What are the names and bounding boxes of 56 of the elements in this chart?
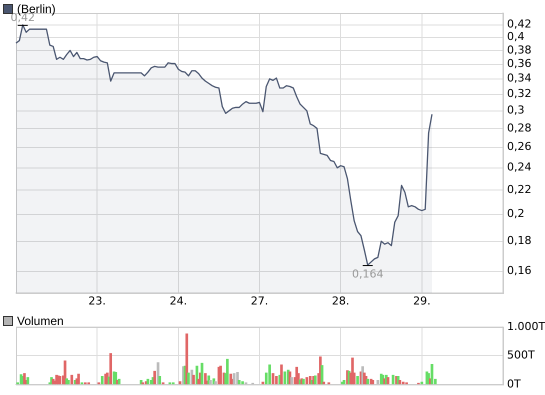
x-tick-label: 28. bbox=[332, 294, 350, 308]
bar bbox=[178, 381, 182, 384]
y-tick-label: 0,38 bbox=[507, 43, 532, 56]
bar bbox=[153, 370, 156, 384]
bar bbox=[109, 353, 112, 384]
bar bbox=[306, 377, 308, 384]
y-tick-label: 0,36 bbox=[507, 57, 532, 70]
y-tick-label: 0,28 bbox=[507, 121, 532, 134]
x-tick-label: 23. bbox=[88, 294, 106, 308]
bar bbox=[272, 373, 274, 384]
y-tick-label: 0,42 bbox=[507, 18, 532, 31]
bar bbox=[320, 365, 324, 384]
x-tick-label: 24. bbox=[170, 294, 188, 308]
text: Volumen bbox=[17, 314, 64, 328]
y-tick-label: 0,26 bbox=[507, 140, 532, 154]
bar bbox=[238, 380, 241, 384]
bar bbox=[241, 381, 244, 384]
y-tick-label: 500T bbox=[507, 348, 535, 362]
y-tick-label: 0,16 bbox=[507, 264, 532, 278]
bar bbox=[280, 364, 283, 384]
bar bbox=[200, 362, 204, 384]
y-tick-label: 1.000T bbox=[507, 320, 545, 333]
bar bbox=[64, 360, 66, 384]
x-tick-label: 27. bbox=[250, 294, 268, 308]
y-tick-label: 0,18 bbox=[507, 234, 532, 248]
bar bbox=[226, 358, 229, 384]
bar bbox=[398, 380, 402, 384]
bar bbox=[430, 364, 434, 384]
y-tick-label: 0,4 bbox=[507, 30, 524, 44]
bar bbox=[77, 374, 80, 384]
bar bbox=[214, 381, 217, 384]
bar bbox=[196, 366, 198, 384]
x-tick-label: 29. bbox=[413, 294, 431, 308]
annotation: 0,164 bbox=[352, 267, 384, 280]
bar bbox=[386, 377, 390, 384]
bar bbox=[192, 374, 195, 384]
bar bbox=[290, 377, 293, 384]
bar bbox=[100, 376, 104, 384]
bar bbox=[275, 376, 278, 384]
y-tick-label: 0T bbox=[507, 377, 521, 390]
bar bbox=[26, 377, 30, 384]
bar bbox=[356, 376, 359, 384]
y-tick-label: 0,34 bbox=[507, 72, 532, 85]
bar bbox=[232, 373, 236, 384]
bar bbox=[268, 364, 271, 384]
y-tick-label: 0,32 bbox=[507, 87, 532, 100]
bar bbox=[376, 380, 380, 384]
bar bbox=[284, 371, 286, 384]
y-tick-label: 0,24 bbox=[507, 160, 532, 174]
bar bbox=[209, 380, 212, 384]
y-tick-label: 0,22 bbox=[507, 182, 532, 196]
bar bbox=[392, 374, 394, 384]
bar bbox=[70, 374, 74, 384]
y-tick-label: 0,3 bbox=[507, 104, 524, 117]
y-tick-label: 0,2 bbox=[507, 207, 524, 220]
bar bbox=[158, 376, 162, 384]
